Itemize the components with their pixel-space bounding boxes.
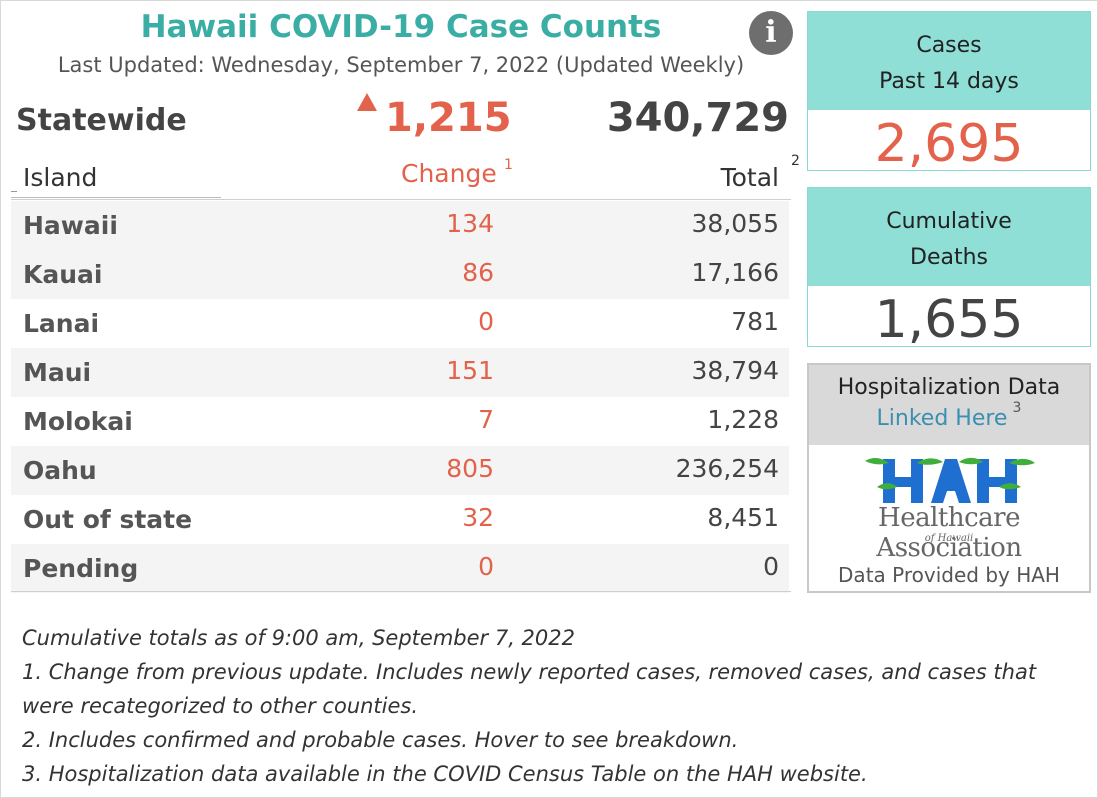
hospitalization-link[interactable]: Linked Here (876, 406, 1008, 431)
island-name: Maui (23, 358, 92, 387)
cases-card-line1: Cases (916, 33, 982, 58)
island-total: 1,228 (707, 405, 779, 434)
hospitalization-panel: Hospitalization Data Linked Here 3 Healt… (807, 363, 1091, 593)
table-row[interactable]: Hawaii 134 38,055 (11, 201, 789, 250)
note-cumulative: Cumulative totals as of 9:00 am, Septemb… (22, 626, 575, 650)
cases-14-days-card[interactable]: Cases Past 14 days 2,695 (807, 11, 1091, 174)
column-header-island[interactable]: Island (23, 163, 98, 192)
note-2: 2. Includes confirmed and probable cases… (22, 728, 739, 752)
footnote-marker-3: 3 (1012, 400, 1022, 416)
island-change: 32 (462, 503, 494, 532)
hospitalization-header: Hospitalization Data Linked Here 3 (809, 365, 1089, 445)
footnote-marker-1: 1 (504, 157, 513, 173)
column-header-total[interactable]: Total (720, 163, 779, 192)
cumulative-deaths-value: 1,655 (874, 290, 1024, 350)
island-name: Molokai (23, 407, 133, 436)
island-total: 236,254 (675, 454, 779, 483)
statewide-label: Statewide (16, 103, 187, 138)
island-name: Hawaii (23, 211, 118, 240)
table-row[interactable]: Out of state 32 8,451 (11, 495, 789, 544)
note-1: 1. Change from previous update. Includes… (22, 660, 1037, 718)
statewide-change[interactable]: 1,215 (385, 95, 512, 141)
deaths-card-line1: Cumulative (886, 209, 1012, 234)
island-name: Out of state (23, 505, 193, 534)
island-change: 0 (478, 307, 494, 336)
island-change: 7 (478, 405, 494, 434)
cases-card-line2: Past 14 days (879, 69, 1019, 94)
statewide-total[interactable]: 340,729 (606, 95, 789, 141)
table-bottom-divider (11, 591, 791, 592)
island-total: 8,451 (707, 503, 779, 532)
island-change: 134 (446, 209, 494, 238)
island-total: 17,166 (691, 258, 779, 287)
island-change: 805 (446, 454, 494, 483)
island-total: 781 (731, 307, 779, 336)
island-change: 86 (462, 258, 494, 287)
last-updated-text: Last Updated: Wednesday, September 7, 20… (57, 53, 745, 77)
hah-logo-name: Healthcare Association (876, 503, 1022, 563)
table-row[interactable]: Oahu 805 236,254 (11, 446, 789, 495)
island-change: 151 (446, 356, 494, 385)
hah-logo-icon[interactable] (859, 453, 1039, 509)
table-row[interactable]: Kauai 86 17,166 (11, 250, 789, 299)
cumulative-deaths-card[interactable]: Cumulative Deaths 1,655 (807, 187, 1091, 350)
note-3: 3. Hospitalization data available in the… (22, 762, 868, 786)
table-row[interactable]: Lanai 0 781 (11, 299, 789, 348)
hospitalization-title: Hospitalization Data (837, 375, 1061, 400)
island-total: 38,055 (691, 209, 779, 238)
footnote-marker-2: 2 (791, 153, 800, 169)
island-total: 38,794 (691, 356, 779, 385)
hah-logo-subtitle: of Hawaii (924, 533, 974, 544)
cases-14-days-value: 2,695 (874, 114, 1024, 174)
up-arrow-icon (357, 93, 377, 111)
header-divider-short (11, 197, 221, 198)
island-total: 0 (763, 552, 779, 581)
island-name: Lanai (23, 309, 100, 338)
info-icon[interactable]: i (749, 11, 793, 55)
header-divider (11, 199, 791, 200)
island-name: Oahu (23, 456, 97, 485)
island-change: 0 (478, 552, 494, 581)
column-header-change[interactable]: Change (401, 159, 497, 188)
deaths-card-header: Cumulative Deaths (808, 188, 1090, 286)
island-table: Hawaii 134 38,055 Kauai 86 17,166 Lanai … (11, 201, 789, 593)
page-title: Hawaii COVID-19 Case Counts (140, 9, 662, 45)
table-row[interactable]: Molokai 7 1,228 (11, 397, 789, 446)
cases-card-header: Cases Past 14 days (808, 12, 1090, 110)
deaths-card-line2: Deaths (910, 245, 988, 270)
hah-credit-text: Data Provided by HAH (838, 563, 1060, 587)
footnotes: Cumulative totals as of 9:00 am, Septemb… (22, 621, 1082, 791)
table-row[interactable]: Maui 151 38,794 (11, 348, 789, 397)
sort-tick (11, 191, 17, 192)
table-row[interactable]: Pending 0 0 (11, 544, 789, 593)
island-name: Pending (23, 554, 139, 583)
island-name: Kauai (23, 260, 103, 289)
